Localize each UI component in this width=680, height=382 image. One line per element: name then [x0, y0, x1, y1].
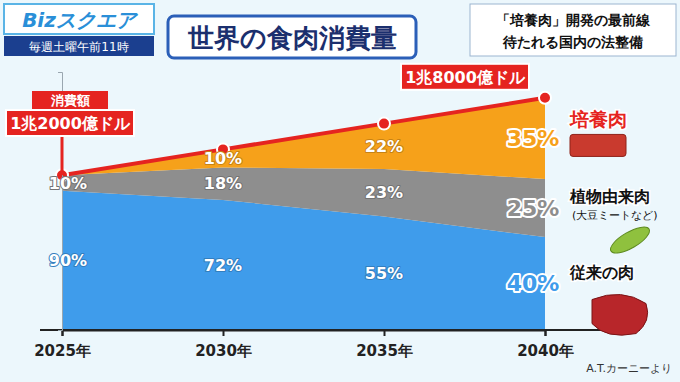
value-label: 1兆8000億ドル: [405, 68, 526, 87]
value-label: 1兆2000億ドル: [10, 114, 131, 133]
data-label: 72%: [204, 256, 242, 275]
schedule: 毎週土曜午前11時: [29, 40, 128, 54]
y-tick: [58, 330, 62, 331]
data-label: 22%: [365, 137, 403, 156]
data-label: 55%: [365, 264, 403, 283]
series-name-box: [32, 91, 108, 110]
data-label: 23%: [365, 183, 403, 202]
x-tick-label: 2035年: [356, 342, 413, 360]
icon: [607, 222, 653, 258]
data-label: 25%: [507, 196, 560, 221]
x-axis: 2025年 2030年 2035年 2040年: [34, 330, 574, 360]
x-tick-label: 2030年: [195, 342, 252, 360]
data-label: 10%: [49, 174, 87, 193]
x-tick: 2025年: [34, 330, 91, 360]
data-label: 35%: [507, 126, 560, 151]
title: 世界の食肉消費量: [187, 23, 397, 53]
schedule-box: [4, 36, 154, 56]
x-tick-mark: [545, 330, 547, 336]
y-tick-mark: [58, 330, 62, 331]
data-label: 10%: [204, 149, 242, 168]
area: [62, 167, 545, 237]
headline: 待たれる国内の法整備: [502, 34, 643, 50]
title-box: [168, 16, 416, 58]
legend-label: 従来の肉: [569, 263, 634, 282]
x-axis-line: [63, 331, 546, 337]
value-label-box: [6, 110, 134, 136]
legend-label: 培養肉: [569, 108, 627, 130]
legend: 従来の肉 植物由来肉 (大豆ミートなど) 培養肉: [569, 108, 658, 335]
icon: [570, 134, 626, 156]
x-tick-label: 2040年: [517, 342, 574, 360]
marker: [539, 92, 551, 104]
series-name: 消費額: [50, 93, 90, 108]
x-tick-mark: [223, 330, 225, 336]
value-label-box: [401, 64, 529, 90]
source: A.T.カーニーより: [586, 362, 672, 375]
data-label: 18%: [204, 174, 242, 193]
headline: 「培養肉」開発の最前線: [496, 12, 651, 28]
x-tick: 2040年: [517, 330, 574, 360]
data-label: 90%: [49, 251, 87, 270]
chart: Bizスクエア毎週土曜午前11時 世界の食肉消費量 「培養肉」開発の最前線待たれる国…: [0, 0, 680, 382]
legend-note: (大豆ミートなど): [572, 209, 658, 222]
background: [0, 0, 680, 382]
data-labels: 90% 72% 55% 40% 10% 18% 23% 25% 10% 22% 35%: [49, 126, 559, 296]
x-tick-label: 2025年: [34, 342, 91, 360]
legend-label: 植物由来肉: [569, 187, 650, 206]
x-tick-mark: [384, 330, 386, 336]
marker: [378, 118, 390, 130]
x-tick: 2035年: [356, 330, 413, 360]
logo-box: [4, 4, 154, 34]
data-label: 40%: [507, 271, 560, 296]
connector: [61, 136, 64, 175]
x-tick: 2030年: [195, 330, 252, 360]
headline-box: [470, 4, 676, 56]
logo: Bizスクエア: [22, 8, 138, 32]
icon: [592, 294, 648, 335]
